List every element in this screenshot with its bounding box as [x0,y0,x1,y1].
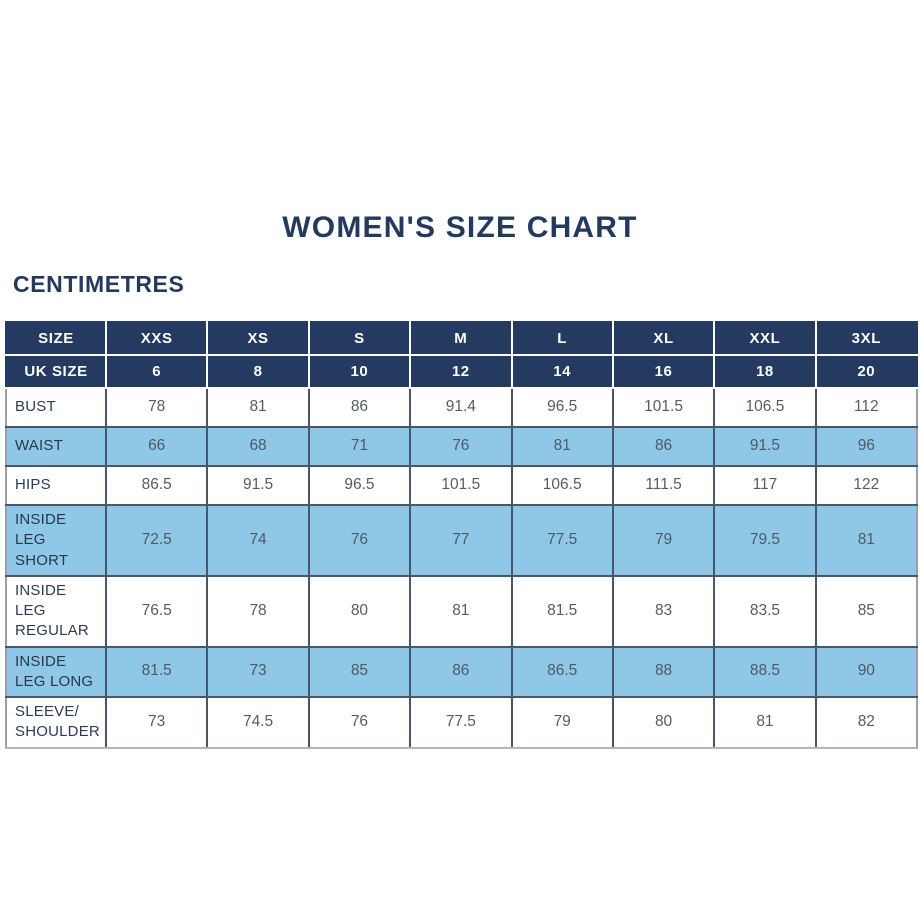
size-header-cell: XL [611,321,716,356]
measurement-row: INSIDE LEG LONG 81.5 73 85 86 86.5 88 88.5 90 [5,645,919,698]
size-header-row: SIZE XXS XS S M L XL XXL 3XL [5,321,919,356]
measurement-value-cell: 83.5 [713,574,817,648]
size-header-cell: 6 [104,354,209,389]
size-header-cell: XXS [104,321,209,356]
measurement-value-cell: 77.5 [409,696,513,749]
size-header-cell: 3XL [814,321,919,356]
measurement-value-cell: 74 [206,504,310,577]
measurement-value-cell: 81 [814,504,919,577]
measurement-value-cell: 81 [409,574,513,648]
measurement-value-cell: 96.5 [307,465,412,506]
size-header-cell: 10 [307,354,412,389]
size-header-cell: S [307,321,412,356]
measurement-value-cell: 79 [611,504,716,577]
measurement-label-cell: INSIDE LEG LONG [5,645,107,698]
measurement-row: SLEEVE/ SHOULDER 73 74.5 76 77.5 79 80 81 82 [5,696,919,749]
size-header-cell: XS [206,321,310,356]
measurement-label-cell: INSIDE LEG SHORT [5,504,107,577]
measurement-label-cell: BUST [5,387,107,428]
measurement-value-cell: 78 [206,574,310,648]
measurement-value-cell: 81 [206,387,310,428]
size-header-cell: 20 [814,354,919,389]
measurement-row: HIPS 86.5 91.5 96.5 101.5 106.5 111.5 117 122 [5,465,919,506]
measurement-value-cell: 117 [713,465,817,506]
measurement-value-cell: 76 [307,504,412,577]
measurement-row: INSIDE LEG REGULAR 76.5 78 80 81 81.5 83 83.5 85 [5,574,919,648]
measurement-label-cell: SLEEVE/ SHOULDER [5,696,107,749]
measurement-value-cell: 78 [104,387,209,428]
measurement-value-cell: 86.5 [510,645,614,698]
measurement-value-cell: 91.5 [206,465,310,506]
measurement-value-cell: 79.5 [713,504,817,577]
size-header-cell: 14 [510,354,614,389]
measurement-value-cell: 86.5 [104,465,209,506]
measurement-value-cell: 81 [510,426,614,467]
measurement-value-cell: 76 [307,696,412,749]
measurement-row: WAIST 66 68 71 76 81 86 91.5 96 [5,426,919,467]
measurement-value-cell: 106.5 [510,465,614,506]
measurement-value-cell: 96 [814,426,919,467]
measurement-value-cell: 85 [814,574,919,648]
measurement-value-cell: 101.5 [611,387,716,428]
measurement-label-cell: WAIST [5,426,107,467]
measurement-value-cell: 77 [409,504,513,577]
size-header-cell: 18 [713,354,817,389]
measurement-value-cell: 90 [814,645,919,698]
measurement-value-cell: 106.5 [713,387,817,428]
measurement-value-cell: 96.5 [510,387,614,428]
measurement-row: BUST 78 81 86 91.4 96.5 101.5 106.5 112 [5,387,919,428]
size-header-cell: 8 [206,354,310,389]
measurement-value-cell: 76.5 [104,574,209,648]
header-label-cell: UK SIZE [5,354,107,389]
measurement-value-cell: 80 [307,574,412,648]
measurement-value-cell: 73 [104,696,209,749]
measurement-value-cell: 111.5 [611,465,716,506]
measurement-value-cell: 68 [206,426,310,467]
measurement-label-cell: HIPS [5,465,107,506]
measurement-value-cell: 72.5 [104,504,209,577]
measurement-value-cell: 66 [104,426,209,467]
header-label-cell: SIZE [5,321,107,356]
measurement-value-cell: 88 [611,645,716,698]
measurement-value-cell: 88.5 [713,645,817,698]
measurement-value-cell: 77.5 [510,504,614,577]
size-header-cell: L [510,321,614,356]
measurement-value-cell: 91.5 [713,426,817,467]
table-body: BUST 78 81 86 91.4 96.5 101.5 106.5 112 WAIST 66 68… [5,387,919,749]
measurement-value-cell: 86 [409,645,513,698]
measurement-value-cell: 91.4 [409,387,513,428]
uk-size-header-row: UK SIZE 6 8 10 12 14 16 18 20 [5,354,919,389]
size-header-cell: 16 [611,354,716,389]
size-header-cell: M [409,321,513,356]
measurement-value-cell: 86 [307,387,412,428]
measurement-value-cell: 86 [611,426,716,467]
measurement-value-cell: 81.5 [510,574,614,648]
measurement-value-cell: 71 [307,426,412,467]
measurement-label-cell: INSIDE LEG REGULAR [5,574,107,648]
size-header-cell: 12 [409,354,513,389]
measurement-value-cell: 82 [814,696,919,749]
measurement-value-cell: 112 [814,387,919,428]
measurement-value-cell: 79 [510,696,614,749]
measurement-value-cell: 74.5 [206,696,310,749]
measurement-value-cell: 83 [611,574,716,648]
size-header-cell: XXL [713,321,817,356]
measurement-value-cell: 76 [409,426,513,467]
measurement-value-cell: 81 [713,696,817,749]
measurement-value-cell: 73 [206,645,310,698]
measurement-value-cell: 81.5 [104,645,209,698]
measurement-value-cell: 85 [307,645,412,698]
units-label: CENTIMETRES [13,271,185,297]
measurement-value-cell: 122 [814,465,919,506]
measurement-row: INSIDE LEG SHORT 72.5 74 76 77 77.5 79 79.5 81 [5,504,919,577]
size-chart-table: SIZE XXS XS S M L XL XXL 3XL UK SIZE 6 8 10 12 14 16 18 2… [5,321,919,749]
table-header: SIZE XXS XS S M L XL XXL 3XL UK SIZE 6 8 10 12 14 16 18 2… [5,321,919,389]
page-title: WOMEN'S SIZE CHART [282,211,638,244]
measurement-value-cell: 101.5 [409,465,513,506]
measurement-value-cell: 80 [611,696,716,749]
